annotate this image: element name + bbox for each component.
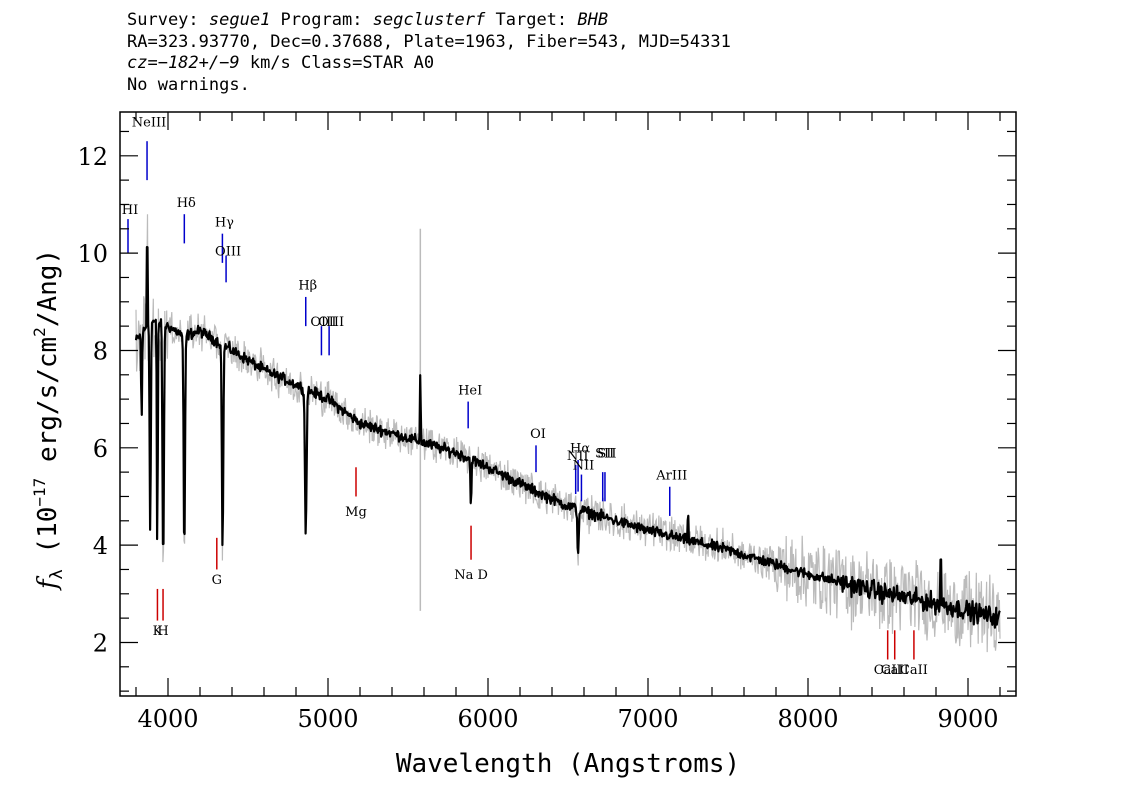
- program-value: segclusterf: [372, 10, 486, 30]
- header-line-warnings: No warnings.: [127, 74, 250, 95]
- y-axis-label: fλ (10−17 erg/s/cm2/Ang): [30, 249, 67, 591]
- y-axis-label-mid: erg/s/cm: [33, 337, 63, 478]
- plot-area: [134, 214, 1001, 653]
- absorption-label: K: [153, 624, 163, 639]
- x-tick-label: 4000: [137, 705, 198, 733]
- emission-label: SII: [595, 447, 614, 462]
- axis-ticks: 4000 5000 6000 7000 8000 9000 2 4 6 8 10 12: [77, 112, 1016, 733]
- absorption-label: H: [157, 624, 168, 639]
- x-tick-label: 7000: [617, 705, 678, 733]
- flux-line: [134, 246, 1001, 629]
- x-tick-label: 9000: [937, 705, 998, 733]
- emission-label: NII: [567, 449, 589, 464]
- emission-label: Hγ: [215, 215, 234, 230]
- survey-value: segue1: [208, 10, 271, 30]
- absorption-label: Mg: [345, 505, 367, 520]
- target-value: BHB: [577, 10, 609, 30]
- x-tick-label: 5000: [297, 705, 358, 733]
- emission-label: Hα: [570, 442, 590, 457]
- x-tick-label: 6000: [457, 705, 518, 733]
- cz-value: cz=−182+/−9: [127, 53, 240, 73]
- y-tick-label: 10: [77, 240, 108, 268]
- absorption-label: CaII: [900, 663, 928, 678]
- emission-label: NII: [573, 459, 595, 474]
- y-tick-label: 6: [93, 435, 108, 463]
- x-tick-label: 8000: [777, 705, 838, 733]
- emission-label: ArIII: [655, 468, 687, 483]
- absorption-label: CaII: [874, 663, 902, 678]
- header-line-coords: RA=323.93770, Dec=0.37688, Plate=1963, F…: [127, 31, 731, 52]
- y-axis-label-exp: −17: [30, 478, 49, 507]
- emission-label: OIII: [318, 315, 344, 330]
- target-label: Target:: [485, 10, 578, 30]
- error-band: [135, 214, 1001, 653]
- class-value: km/s Class=STAR A0: [239, 53, 435, 73]
- absorption-label: G: [212, 573, 222, 588]
- header-line-survey: Survey: segue1 Program: segclusterf Targ…: [127, 10, 731, 32]
- emission-label: HeI: [458, 383, 482, 398]
- header-line-redshift: cz=−182+/−9 km/s Class=STAR A0: [127, 53, 731, 75]
- emission-label: Hδ: [177, 196, 196, 211]
- spectrum-header: Survey: segue1 Program: segclusterf Targ…: [127, 10, 731, 96]
- x-axis-label: Wavelength (Angstroms): [396, 749, 740, 779]
- emission-label: Hβ: [298, 279, 317, 294]
- program-label: Program:: [270, 10, 373, 30]
- absorption-label: CaII: [881, 663, 909, 678]
- y-tick-label: 2: [93, 629, 108, 657]
- y-axis-label-close: /Ang): [33, 249, 63, 327]
- absorption-label: Na D: [454, 568, 488, 583]
- y-axis-label-exp2: 2: [30, 327, 49, 337]
- y-tick-label: 8: [93, 337, 108, 365]
- plot-frame: [119, 111, 1017, 697]
- emission-label: OIII: [310, 315, 336, 330]
- emission-label: SII: [597, 447, 616, 462]
- y-tick-label: 12: [77, 143, 108, 171]
- y-axis-label-sub: λ: [47, 569, 67, 579]
- emission-label: NeIII: [132, 116, 166, 131]
- y-axis-label-open: (10: [33, 507, 63, 570]
- emission-label: OI: [530, 427, 546, 442]
- survey-label: Survey:: [127, 10, 209, 30]
- emission-label: OIII: [215, 245, 241, 260]
- emission-label: HI: [122, 203, 138, 218]
- y-tick-label: 4: [93, 532, 108, 560]
